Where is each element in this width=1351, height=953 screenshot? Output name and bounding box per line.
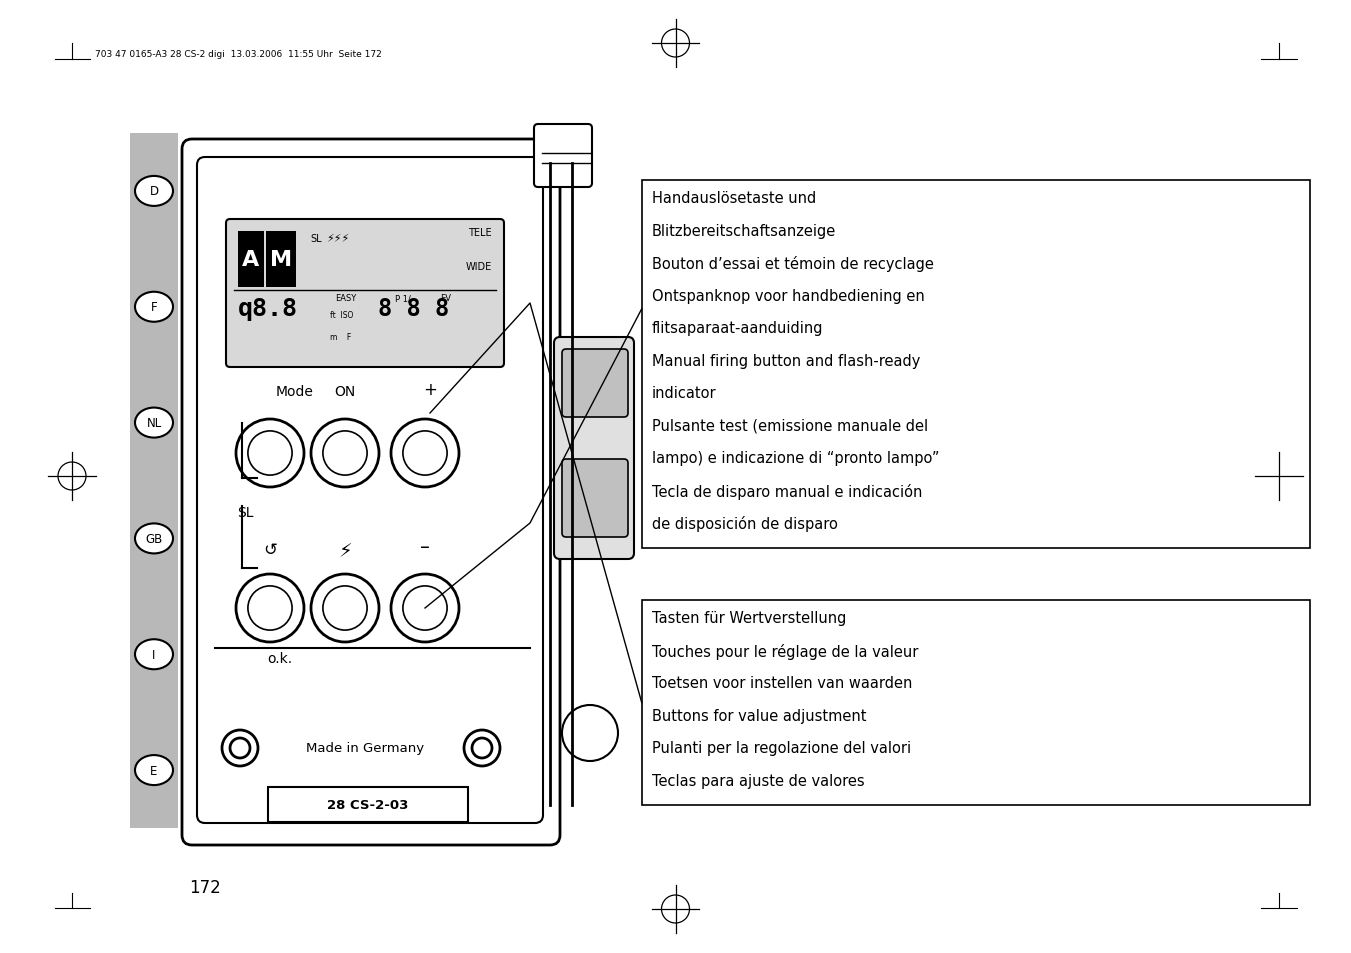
Text: +: +: [423, 380, 436, 398]
Text: ⚡: ⚡: [338, 541, 351, 560]
Text: Touches pour le réglage de la valeur: Touches pour le réglage de la valeur: [651, 643, 919, 659]
Text: Pulanti per la regolazione del valori: Pulanti per la regolazione del valori: [651, 740, 911, 756]
Text: Made in Germany: Made in Germany: [305, 741, 424, 755]
Text: NL: NL: [146, 416, 162, 430]
Ellipse shape: [135, 524, 173, 554]
Text: ↺: ↺: [263, 540, 277, 558]
Ellipse shape: [135, 293, 173, 322]
Text: Handauslösetaste und: Handauslösetaste und: [651, 191, 816, 206]
Text: Tasten für Wertverstellung: Tasten für Wertverstellung: [651, 610, 846, 625]
Text: o.k.: o.k.: [267, 651, 293, 665]
Text: Blitzbereitschaftsanzeige: Blitzbereitschaftsanzeige: [651, 224, 836, 238]
Text: Tecla de disparo manual e indicación: Tecla de disparo manual e indicación: [651, 483, 923, 499]
FancyBboxPatch shape: [226, 220, 504, 368]
Text: Bouton d’essai et témoin de recyclage: Bouton d’essai et témoin de recyclage: [651, 256, 934, 272]
Text: –: –: [420, 537, 430, 557]
Text: indicator: indicator: [651, 386, 716, 401]
Text: F: F: [151, 301, 157, 314]
Text: 172: 172: [189, 878, 220, 896]
Text: M: M: [270, 250, 292, 270]
Text: SL: SL: [309, 233, 322, 244]
Text: Mode: Mode: [276, 385, 313, 398]
Text: ⚡⚡⚡: ⚡⚡⚡: [326, 233, 350, 244]
Bar: [642, 600, 1310, 805]
Text: Buttons for value adjustment: Buttons for value adjustment: [651, 708, 866, 723]
Ellipse shape: [135, 408, 173, 438]
Text: D: D: [150, 185, 158, 198]
FancyBboxPatch shape: [562, 459, 628, 537]
FancyBboxPatch shape: [562, 350, 628, 417]
Text: de disposición de disparo: de disposición de disparo: [651, 516, 838, 532]
Text: EV: EV: [440, 294, 451, 303]
Ellipse shape: [135, 756, 173, 785]
Text: 703 47 0165-A3 28 CS-2 digi  13.03.2006  11:55 Uhr  Seite 172: 703 47 0165-A3 28 CS-2 digi 13.03.2006 1…: [95, 50, 382, 59]
FancyBboxPatch shape: [554, 337, 634, 559]
Text: Teclas para ajuste de valores: Teclas para ajuste de valores: [651, 773, 865, 788]
Text: Toetsen voor instellen van waarden: Toetsen voor instellen van waarden: [651, 676, 912, 690]
Text: q8.8: q8.8: [238, 296, 299, 320]
Text: WIDE: WIDE: [466, 261, 492, 272]
Text: Pulsante test (emissione manuale del: Pulsante test (emissione manuale del: [651, 418, 928, 434]
Ellipse shape: [135, 176, 173, 207]
Text: TELE: TELE: [469, 228, 492, 238]
Text: m    F: m F: [330, 333, 351, 342]
Text: flitsaparaat-aanduiding: flitsaparaat-aanduiding: [651, 321, 823, 335]
Text: GB: GB: [146, 533, 162, 545]
Bar: [130, 133, 178, 828]
Text: E: E: [150, 763, 158, 777]
Bar: [266, 233, 296, 288]
Text: 8 8 8: 8 8 8: [378, 296, 450, 320]
Ellipse shape: [135, 639, 173, 670]
Text: Ontspanknop voor handbediening en: Ontspanknop voor handbediening en: [651, 289, 924, 303]
Text: A: A: [242, 250, 259, 270]
Text: EASY: EASY: [335, 294, 357, 303]
FancyBboxPatch shape: [197, 158, 543, 823]
Text: P 1/: P 1/: [394, 294, 411, 303]
Text: ft  ISO: ft ISO: [330, 311, 354, 319]
Text: 28 CS-2-03: 28 CS-2-03: [327, 799, 409, 812]
Text: I: I: [153, 648, 155, 661]
FancyBboxPatch shape: [182, 140, 561, 845]
Text: lampo) e indicazione di “pronto lampo”: lampo) e indicazione di “pronto lampo”: [651, 451, 939, 466]
Text: SL: SL: [236, 505, 254, 519]
FancyBboxPatch shape: [534, 125, 592, 188]
Text: ON: ON: [335, 385, 355, 398]
Bar: [642, 181, 1310, 548]
Text: Manual firing button and flash-ready: Manual firing button and flash-ready: [651, 354, 920, 369]
Bar: [267, 787, 467, 822]
Bar: [238, 233, 263, 288]
